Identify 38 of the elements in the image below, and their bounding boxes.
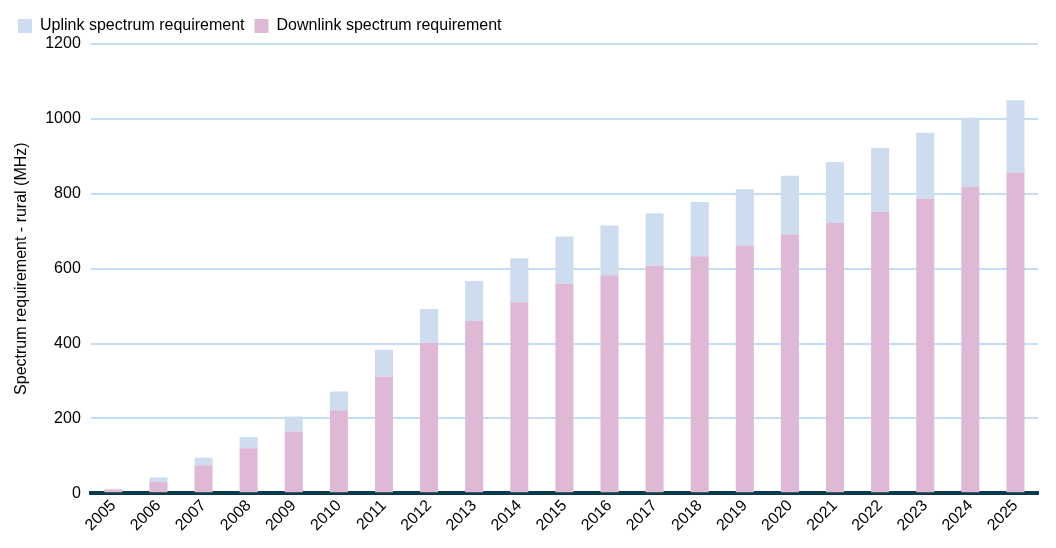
y-tick-label: 1200 (45, 34, 81, 52)
bar (510, 302, 529, 493)
y-tick-label: 400 (54, 333, 81, 351)
bar (420, 309, 439, 343)
bar (916, 198, 935, 493)
bar (465, 280, 484, 322)
bar (645, 265, 664, 493)
bar (780, 234, 799, 493)
legend-label: Downlink spectrum requirement (276, 16, 503, 34)
bar (194, 457, 213, 466)
bar (735, 245, 754, 493)
bar (1006, 172, 1025, 493)
bar (374, 376, 393, 493)
bar (239, 448, 258, 493)
bar (284, 431, 303, 493)
bar (420, 342, 439, 493)
bar (961, 187, 980, 493)
bar (690, 201, 709, 257)
bar (555, 283, 574, 493)
y-tick-label: 200 (54, 408, 81, 426)
bar (600, 275, 619, 493)
y-axis-title: Spectrum requirement - rural (MHz) (12, 142, 30, 395)
bar (329, 410, 348, 493)
bar (149, 482, 168, 493)
bar (239, 437, 258, 449)
bar (329, 391, 348, 411)
bar (465, 321, 484, 493)
bar (871, 211, 890, 493)
bar (374, 349, 393, 377)
bar (645, 213, 664, 266)
bar (194, 465, 213, 493)
y-tick-label: 0 (71, 483, 81, 501)
bar (690, 256, 709, 493)
legend-label: Uplink spectrum requirement (40, 16, 246, 34)
y-tick-label: 600 (54, 259, 81, 277)
y-tick-label: 800 (54, 184, 81, 202)
bar (826, 222, 845, 493)
y-tick-label: 1000 (45, 109, 81, 127)
